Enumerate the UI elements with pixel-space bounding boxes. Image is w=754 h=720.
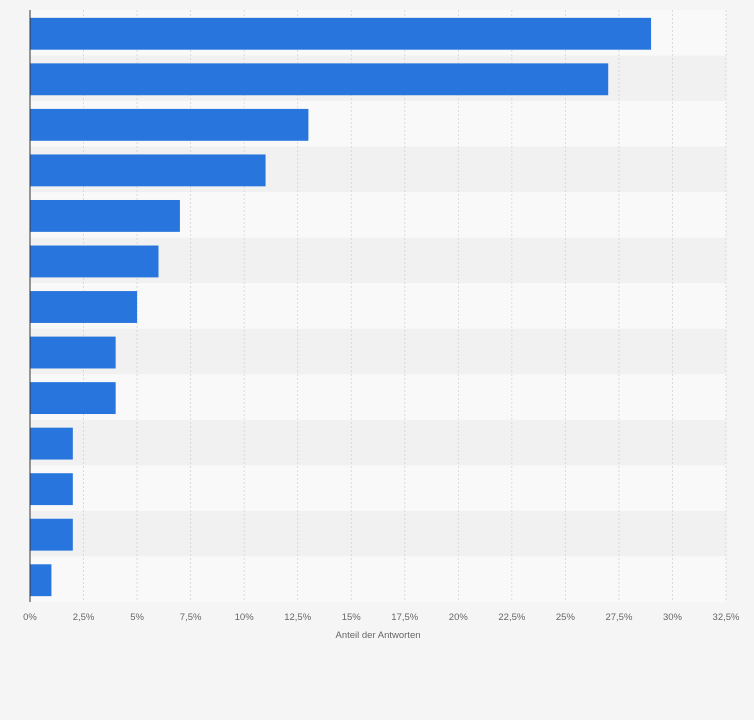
x-tick-label: 25% [556,612,576,623]
row-band [30,374,726,420]
x-tick-label: 17,5% [391,612,418,623]
x-tick-label: 30% [663,612,683,623]
bar[interactable] [30,336,116,369]
bar[interactable] [30,154,266,187]
x-tick-label: 7,5% [180,612,202,623]
x-tick-label: 2,5% [73,612,95,623]
row-band [30,283,726,329]
x-axis-title: Anteil der Antworten [335,630,420,641]
bar[interactable] [30,473,73,506]
bar[interactable] [30,17,652,50]
row-band [30,465,726,511]
row-band [30,510,726,557]
x-tick-label: 12,5% [284,612,311,623]
bar[interactable] [30,245,159,278]
bar[interactable] [30,518,73,551]
bar[interactable] [30,108,309,141]
x-tick-label: 27,5% [605,612,632,623]
x-tick-label: 0% [23,612,37,623]
bar[interactable] [30,427,73,460]
bar[interactable] [30,382,116,415]
bar[interactable] [30,564,52,597]
x-tick-label: 22,5% [498,612,525,623]
x-tick-label: 5% [130,612,144,623]
bar[interactable] [30,63,609,96]
x-tick-label: 10% [235,612,255,623]
row-band [30,328,726,375]
bars [30,17,652,597]
row-band [30,419,726,466]
x-tick-label: 32,5% [713,612,740,623]
x-tick-labels: 0% 2,5% 5% 7,5% 10% 12,5% 15% 17,5% 20% 22,5% 25% 2… [23,612,740,623]
bar[interactable] [30,291,138,323]
x-tick-label: 15% [342,612,362,623]
bar[interactable] [30,199,180,232]
x-tick-label: 20% [449,612,469,623]
row-band [30,556,726,602]
